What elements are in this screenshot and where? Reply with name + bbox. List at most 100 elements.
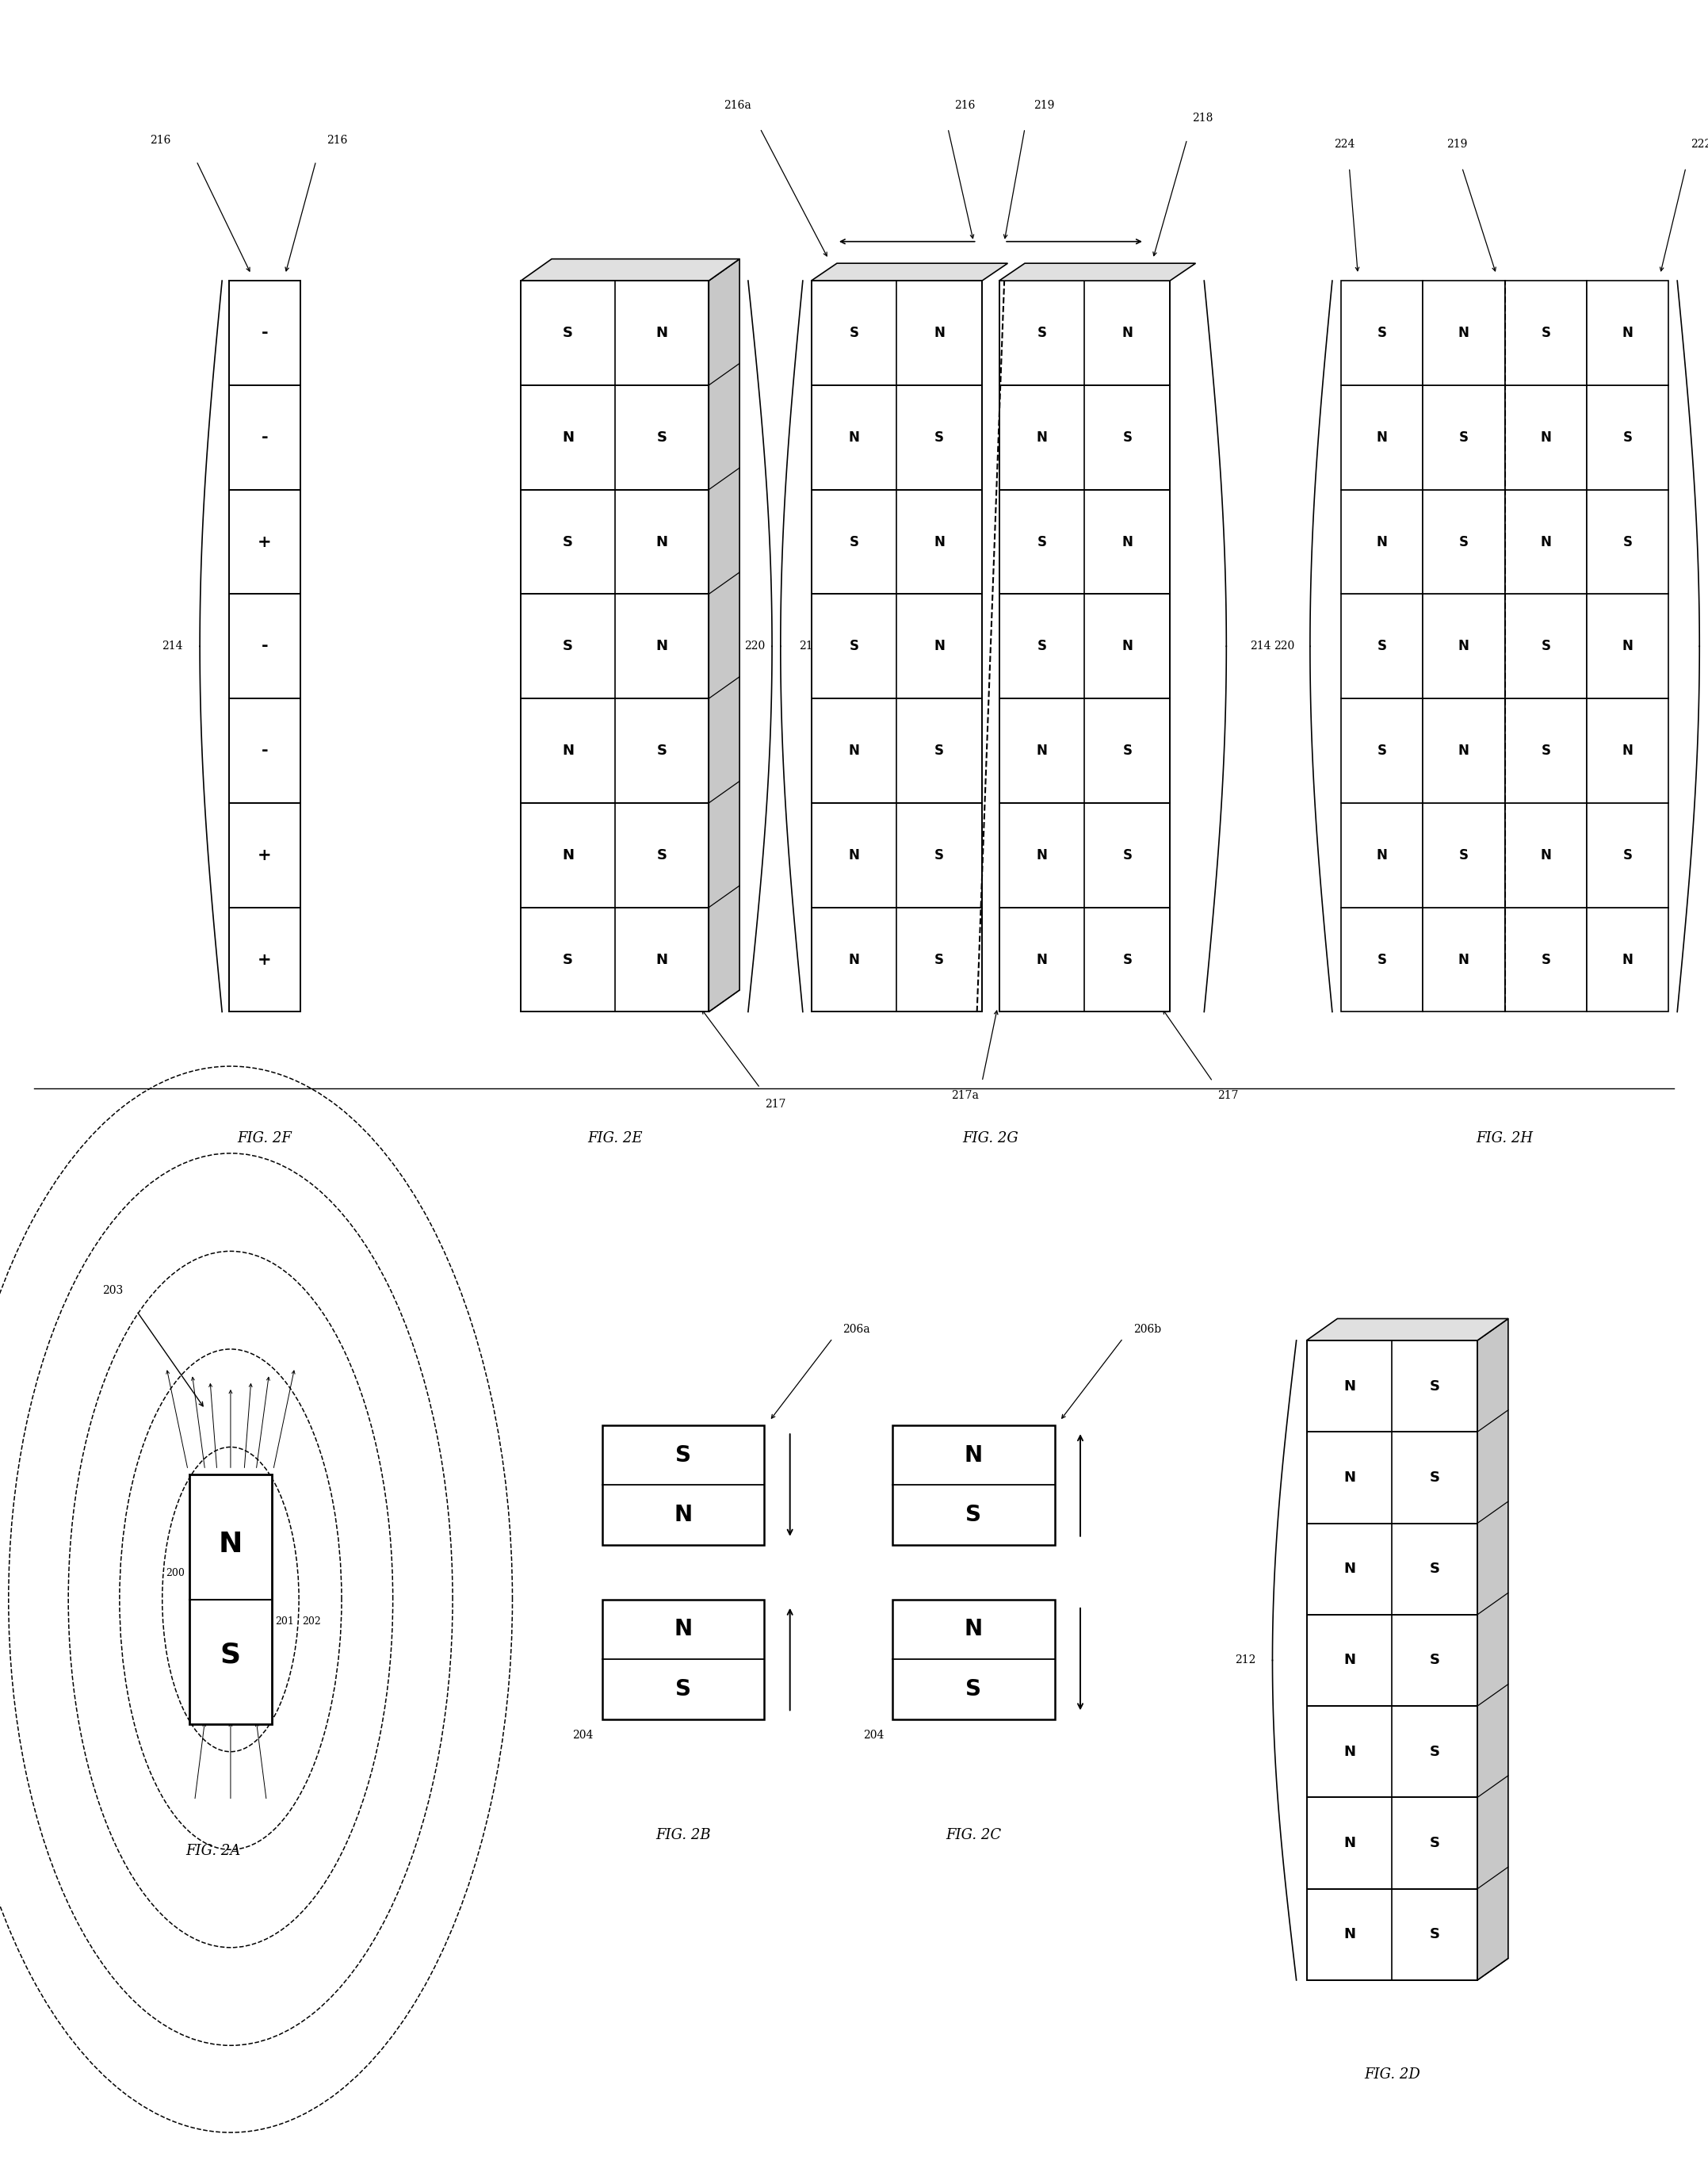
- Text: N: N: [1623, 640, 1633, 653]
- Text: N: N: [1122, 640, 1132, 653]
- Text: N: N: [1459, 326, 1469, 339]
- Text: S: S: [1037, 535, 1047, 548]
- Text: N: N: [562, 431, 574, 444]
- Text: S: S: [965, 1504, 982, 1525]
- Text: S: S: [656, 744, 668, 757]
- Text: 206a: 206a: [844, 1323, 871, 1336]
- Bar: [603, 1425, 765, 1545]
- Text: S: S: [1623, 431, 1633, 444]
- Bar: [1307, 1797, 1477, 1889]
- Text: FIG. 2H: FIG. 2H: [1476, 1132, 1534, 1147]
- Text: FIG. 2A: FIG. 2A: [186, 1843, 241, 1858]
- Text: 219: 219: [1033, 100, 1054, 111]
- Bar: [1505, 594, 1587, 698]
- Text: N: N: [1037, 849, 1047, 862]
- Polygon shape: [811, 263, 1008, 281]
- Bar: [1587, 698, 1669, 803]
- Bar: [1505, 803, 1587, 907]
- Text: N: N: [849, 431, 859, 444]
- Text: N: N: [1377, 849, 1387, 862]
- Bar: [1341, 907, 1423, 1012]
- Text: FIG. 2C: FIG. 2C: [946, 1828, 1001, 1843]
- Bar: [1423, 698, 1505, 803]
- Text: N: N: [1037, 431, 1047, 444]
- Text: S: S: [934, 953, 945, 966]
- Text: S: S: [849, 640, 859, 653]
- Text: S: S: [965, 1678, 982, 1699]
- Bar: [1341, 385, 1423, 490]
- Bar: [521, 594, 709, 698]
- Text: S: S: [1122, 849, 1132, 862]
- Text: N: N: [1623, 744, 1633, 757]
- Text: FIG. 2G: FIG. 2G: [963, 1132, 1018, 1147]
- Text: N: N: [219, 1532, 243, 1558]
- Text: N: N: [1344, 1837, 1354, 1850]
- Bar: [1307, 1889, 1477, 1980]
- Bar: [1307, 1706, 1477, 1797]
- Text: S: S: [849, 535, 859, 548]
- Text: N: N: [675, 1504, 692, 1525]
- Text: S: S: [1459, 431, 1469, 444]
- Bar: [1423, 594, 1505, 698]
- Text: 222: 222: [1691, 139, 1708, 150]
- Text: 204: 204: [572, 1730, 594, 1741]
- Text: N: N: [1541, 849, 1551, 862]
- Text: N: N: [562, 849, 574, 862]
- Text: S: S: [562, 326, 574, 339]
- Text: S: S: [1122, 953, 1132, 966]
- Text: 217: 217: [765, 1099, 786, 1110]
- Bar: [1341, 281, 1423, 385]
- Bar: [1307, 1432, 1477, 1523]
- Bar: [521, 907, 709, 1012]
- Bar: [892, 1599, 1054, 1719]
- Polygon shape: [709, 259, 740, 1012]
- Text: S: S: [1459, 849, 1469, 862]
- Text: N: N: [1623, 326, 1633, 339]
- Bar: [1423, 385, 1505, 490]
- Text: N: N: [1377, 535, 1387, 548]
- Text: S: S: [849, 326, 859, 339]
- Text: S: S: [934, 431, 945, 444]
- Bar: [1505, 385, 1587, 490]
- Text: S: S: [1037, 640, 1047, 653]
- Text: S: S: [1430, 1837, 1440, 1850]
- Text: S: S: [675, 1445, 692, 1467]
- Bar: [811, 594, 982, 698]
- Text: +: +: [258, 846, 272, 864]
- Text: N: N: [1122, 326, 1132, 339]
- Text: N: N: [1344, 1654, 1354, 1667]
- Text: N: N: [1344, 1471, 1354, 1484]
- Text: S: S: [562, 953, 574, 966]
- Bar: [229, 803, 301, 907]
- Text: N: N: [1037, 744, 1047, 757]
- Text: 212: 212: [1235, 1654, 1255, 1667]
- Bar: [1307, 1615, 1477, 1706]
- Bar: [1423, 907, 1505, 1012]
- Text: S: S: [1541, 744, 1551, 757]
- Text: 214: 214: [1250, 640, 1271, 653]
- Text: 216: 216: [326, 135, 347, 146]
- Text: S: S: [1377, 640, 1387, 653]
- Text: N: N: [656, 640, 668, 653]
- Bar: [1423, 803, 1505, 907]
- Text: 219: 219: [1447, 139, 1467, 150]
- Bar: [1341, 803, 1423, 907]
- Text: S: S: [1430, 1380, 1440, 1393]
- Bar: [1341, 698, 1423, 803]
- Text: 204: 204: [863, 1730, 885, 1741]
- Bar: [999, 907, 1170, 1012]
- Bar: [229, 490, 301, 594]
- Bar: [229, 594, 301, 698]
- Text: 220: 220: [1274, 640, 1295, 653]
- Text: S: S: [934, 849, 945, 862]
- Text: 214: 214: [162, 640, 183, 653]
- Text: N: N: [965, 1619, 982, 1641]
- Text: N: N: [849, 849, 859, 862]
- Polygon shape: [1307, 1319, 1508, 1340]
- Text: S: S: [656, 431, 668, 444]
- Bar: [811, 907, 982, 1012]
- Bar: [811, 281, 982, 385]
- Text: S: S: [1122, 744, 1132, 757]
- Text: S: S: [656, 849, 668, 862]
- Text: -: -: [261, 638, 268, 655]
